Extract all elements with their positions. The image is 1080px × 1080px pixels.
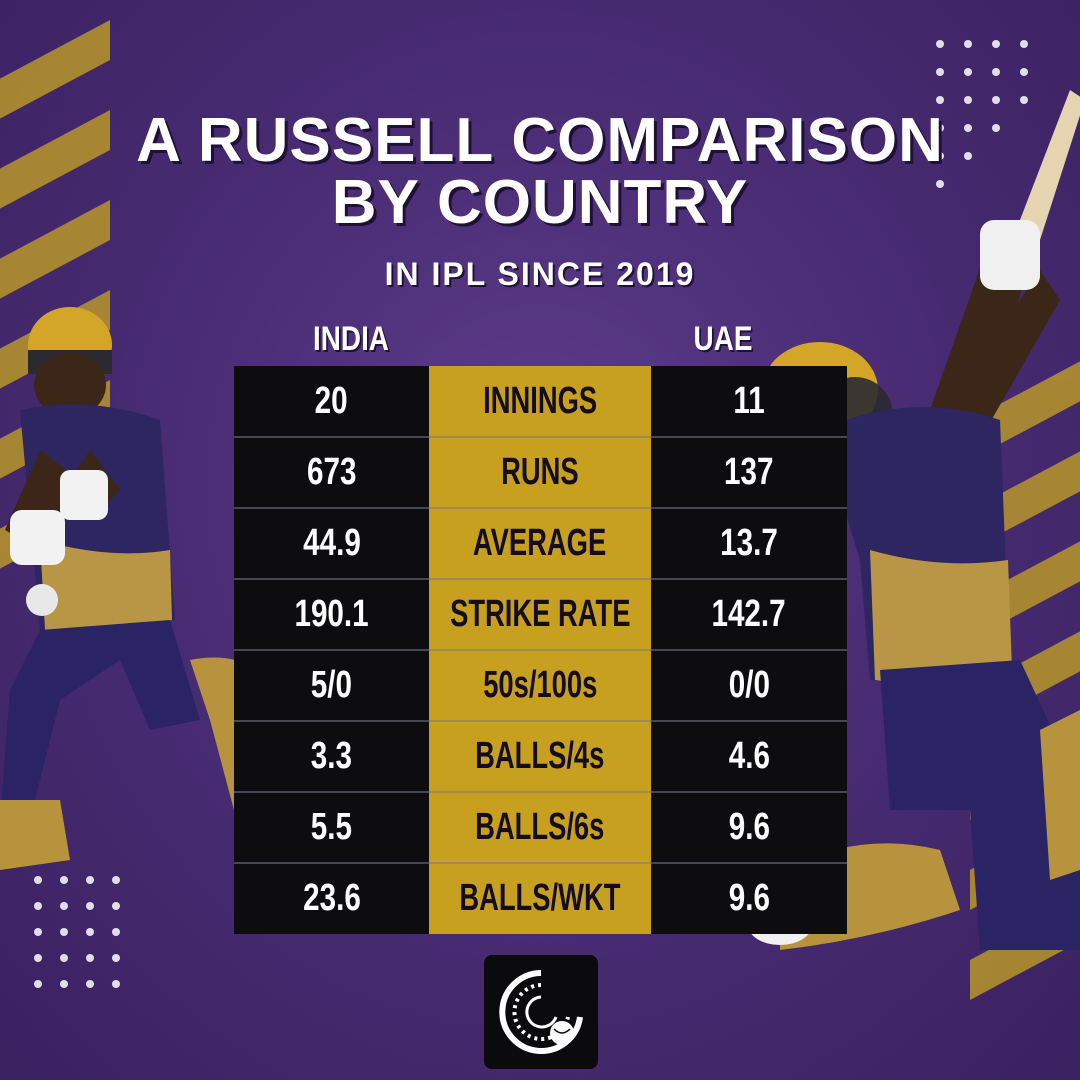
india-value-cell: 20	[315, 380, 348, 422]
india-value-cell: 3.3	[310, 735, 353, 777]
uae-value-cell: 13.7	[720, 522, 778, 564]
table-row: 673 RUNS 137	[234, 437, 847, 508]
column-header-india: INDIA	[313, 320, 389, 358]
uae-value-cell: 11	[733, 380, 765, 422]
stat-label-cell: BALLS/6s	[475, 806, 605, 848]
table-row: 5/0 50s/100s 0/0	[234, 650, 847, 721]
brand-logo	[484, 955, 598, 1069]
stat-label-cell: BALLS/4s	[475, 735, 605, 777]
row-divider	[234, 436, 847, 438]
row-divider	[234, 578, 847, 580]
uae-value-cell: 9.6	[728, 877, 770, 919]
stat-label-cell: INNINGS	[482, 380, 598, 422]
uae-value-cell: 142.7	[711, 593, 787, 635]
stat-label-cell: BALLS/WKT	[459, 877, 621, 919]
uae-value-cell: 0/0	[728, 664, 770, 706]
stat-label-cell: AVERAGE	[473, 522, 607, 564]
uae-value-cell: 137	[724, 451, 774, 493]
india-value-cell: 44.9	[302, 522, 361, 564]
table-row: 20 INNINGS 11	[234, 366, 847, 437]
india-value-cell: 5/0	[310, 664, 353, 706]
stat-label-cell: 50s/100s	[482, 664, 598, 706]
india-value-cell: 190.1	[294, 593, 369, 635]
dot-grid-top-right-decoration	[936, 40, 1028, 188]
cricket-ball-logo-icon	[499, 970, 583, 1054]
india-value-cell: 673	[306, 451, 357, 493]
india-value-cell: 23.6	[302, 877, 361, 919]
uae-value-cell: 9.6	[728, 806, 770, 848]
stats-table: 20 INNINGS 11 673 RUNS 137 44.9 AVERAGE …	[234, 366, 847, 934]
row-divider	[234, 649, 847, 651]
page-title-line-1: A RUSSELL COMPARISON	[136, 106, 944, 175]
page-subtitle: IN IPL SINCE 2019	[384, 256, 696, 292]
dot-grid-bottom-left-decoration	[34, 876, 120, 988]
table-row: 5.5 BALLS/6s 9.6	[234, 792, 847, 863]
uae-value-cell: 4.6	[728, 735, 770, 777]
table-row: 190.1 STRIKE RATE 142.7	[234, 579, 847, 650]
table-row: 44.9 AVERAGE 13.7	[234, 508, 847, 579]
row-divider	[234, 791, 847, 793]
page-title-line-2: BY COUNTRY	[331, 168, 749, 237]
row-divider	[234, 507, 847, 509]
table-row: 3.3 BALLS/4s 4.6	[234, 721, 847, 792]
stat-label-cell: STRIKE RATE	[449, 593, 631, 635]
stat-label-cell: RUNS	[501, 451, 579, 493]
india-value-cell: 5.5	[310, 806, 353, 848]
row-divider	[234, 862, 847, 864]
row-divider	[234, 720, 847, 722]
table-row: 23.6 BALLS/WKT 9.6	[234, 863, 847, 934]
title-block: A RUSSELL COMPARISON BY COUNTRY IN IPL S…	[0, 110, 1080, 293]
column-header-uae: UAE	[693, 320, 753, 358]
